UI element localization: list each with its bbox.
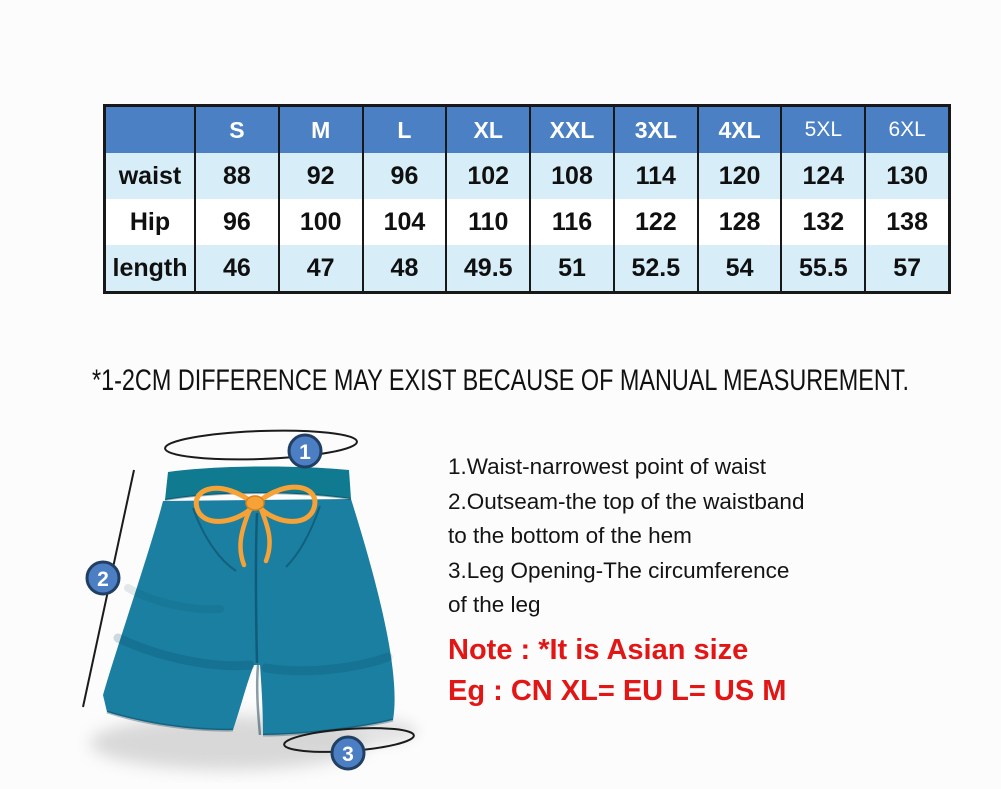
measurement-disclaimer: *1-2CM DIFFERENCE MAY EXIST BECAUSE OF M… <box>92 364 909 397</box>
length-3xl: 52.5 <box>612 245 697 291</box>
callout-1-number: 1 <box>299 441 311 464</box>
col-header-6xl: 6XL <box>864 107 949 153</box>
shorts-measurement-diagram: 1 2 3 <box>82 429 418 771</box>
length-6xl: 57 <box>864 245 949 291</box>
drawstring-loop-right <box>254 484 318 524</box>
pocket-seam-left <box>192 507 237 572</box>
callout-1-circle <box>287 433 323 469</box>
waist-xl: 102 <box>445 153 530 199</box>
row-label-hip: Hip <box>106 199 194 245</box>
length-5xl: 55.5 <box>780 245 865 291</box>
asian-size-note-line-2: Eg : CN XL= EU L= US M <box>448 675 787 707</box>
fold-shading <box>261 652 393 676</box>
size-table-header-row: S M L XL XXL 3XL 4XL 5XL 6XL <box>106 107 949 153</box>
pocket-seam-right <box>285 505 321 568</box>
shorts-body <box>103 499 395 735</box>
callout-3-number: 3 <box>342 743 354 766</box>
waist-s: 88 <box>194 153 278 199</box>
guide-line-3: to the bottom of the hem <box>448 523 692 548</box>
length-m: 47 <box>277 245 362 291</box>
size-table: S M L XL XXL 3XL 4XL 5XL 6XL waist 88 92… <box>103 104 951 294</box>
col-header-l: L <box>361 107 446 153</box>
length-s: 46 <box>194 245 278 291</box>
row-label-length: length <box>106 245 194 291</box>
col-header-4xl: 4XL <box>696 107 781 153</box>
waist-5xl: 124 <box>780 153 865 199</box>
hip-4xl: 128 <box>696 199 781 245</box>
measurement-guide: 1.Waist-narrowest point of waist 2.Outse… <box>448 450 868 623</box>
fold-shading <box>113 633 255 671</box>
col-header-xxl: XXL <box>529 107 613 153</box>
fly-seam <box>254 512 259 664</box>
hip-xxl: 116 <box>529 199 613 245</box>
drawstring-loop-left <box>193 485 256 524</box>
waist-3xl: 114 <box>612 153 697 199</box>
col-header-5xl: 5XL <box>780 107 865 153</box>
waist-6xl: 130 <box>864 153 949 199</box>
asian-size-note-line-1: Note : *It is Asian size <box>448 634 749 666</box>
col-header-3xl: 3XL <box>612 107 697 153</box>
guide-line-5: of the leg <box>448 592 541 617</box>
guide-line-1: 1.Waist-narrowest point of waist <box>448 454 767 479</box>
waistband-seam <box>164 492 352 501</box>
col-header-s: S <box>194 107 278 153</box>
callout-2-number: 2 <box>97 568 109 591</box>
table-corner-cell <box>106 107 194 153</box>
waistband <box>165 466 351 500</box>
waist-m: 92 <box>277 153 362 199</box>
hip-l: 104 <box>361 199 446 245</box>
fold-shading <box>124 584 224 614</box>
waist-measure-ellipse <box>164 429 358 461</box>
hip-5xl: 132 <box>780 199 865 245</box>
col-header-xl: XL <box>445 107 530 153</box>
hip-3xl: 122 <box>612 199 697 245</box>
callout-2-circle <box>85 560 121 596</box>
table-row-length: length 46 47 48 49.5 51 52.5 54 55.5 57 <box>106 245 949 291</box>
drawstring-knot <box>245 495 265 511</box>
waist-xxl: 108 <box>529 153 613 199</box>
table-row-waist: waist 88 92 96 102 108 114 120 124 130 <box>106 153 949 199</box>
length-xxl: 51 <box>529 245 613 291</box>
left-hem <box>106 710 234 732</box>
waist-l: 96 <box>361 153 446 199</box>
col-header-m: M <box>277 107 362 153</box>
inner-leg-seam <box>255 664 262 736</box>
hip-6xl: 138 <box>864 199 949 245</box>
asian-size-note: Note : *It is Asian size Eg : CN XL= EU … <box>448 630 878 712</box>
hip-m: 100 <box>277 199 362 245</box>
callout-3-circle <box>330 735 366 771</box>
row-label-waist: waist <box>106 153 194 199</box>
hip-xl: 110 <box>445 199 530 245</box>
hip-s: 96 <box>194 199 278 245</box>
length-l: 48 <box>361 245 446 291</box>
length-4xl: 54 <box>696 245 781 291</box>
drawstring-tail-right <box>258 506 272 564</box>
guide-line-4: 3.Leg Opening-The circumference <box>448 557 790 583</box>
waist-4xl: 120 <box>696 153 781 199</box>
guide-line-2: 2.Outseam-the top of the waistband <box>448 488 805 514</box>
table-row-hip: Hip 96 100 104 110 116 122 128 132 138 <box>106 199 949 245</box>
drawstring-tail-left <box>238 506 253 568</box>
length-xl: 49.5 <box>445 245 530 291</box>
